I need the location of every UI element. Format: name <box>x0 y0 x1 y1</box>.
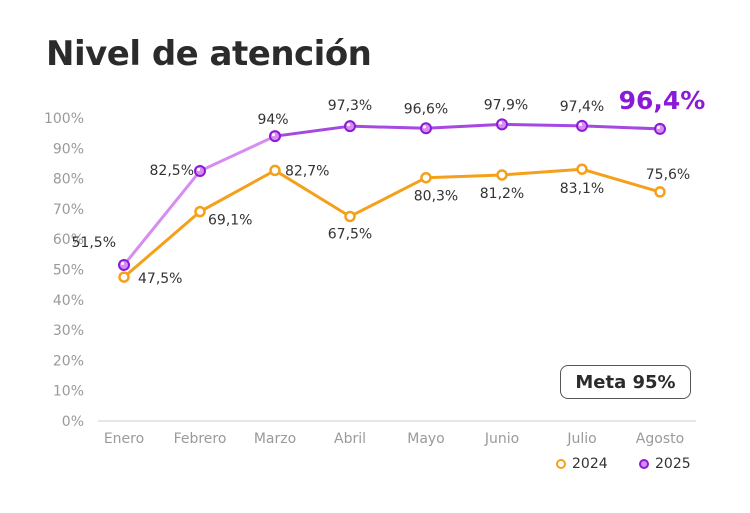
series-line-2025-start <box>122 134 276 266</box>
data-point-2024 <box>420 171 432 184</box>
x-tick-label: Abril <box>334 431 366 447</box>
legend-label-2024: 2024 <box>572 456 608 472</box>
highlight-latest-value: 96,4% <box>619 86 706 115</box>
data-point-highlight <box>120 261 125 266</box>
legend-label-2025: 2025 <box>655 456 691 472</box>
data-point-2024 <box>496 169 508 181</box>
data-point-2024 <box>118 271 130 283</box>
y-tick-label: 20% <box>53 353 84 369</box>
data-point-2025 <box>194 165 206 178</box>
x-tick-label: Enero <box>104 431 144 447</box>
x-tick-label: Agosto <box>636 431 684 447</box>
data-point-2025 <box>269 130 281 143</box>
data-label-2025: 94% <box>257 112 288 128</box>
data-point-2025 <box>420 122 432 135</box>
legend-marker-2024 <box>556 459 566 469</box>
data-point-2025 <box>576 119 588 132</box>
data-point-2024 <box>576 163 588 175</box>
x-tick-label: Febrero <box>174 431 227 447</box>
data-point-highlight <box>346 123 351 127</box>
y-tick-label: 30% <box>53 323 84 339</box>
data-point-2025 <box>496 118 508 131</box>
data-label-2024: 81,2% <box>480 186 524 202</box>
data-point-highlight <box>271 133 276 137</box>
data-label-2025: 97,4% <box>560 99 604 115</box>
data-point-2024 <box>269 164 281 177</box>
y-tick-label: 50% <box>53 263 84 279</box>
y-tick-label: 0% <box>62 414 84 430</box>
series-line-2024 <box>123 167 661 279</box>
y-tick-label: 80% <box>53 172 84 188</box>
data-label-2024: 67,5% <box>328 226 372 242</box>
data-point-highlight <box>578 122 583 126</box>
x-tick-label: Junio <box>484 431 519 447</box>
y-tick-label: 70% <box>53 202 84 218</box>
goal-badge: Meta 95% <box>560 365 691 399</box>
data-label-2024: 75,6% <box>646 167 690 183</box>
y-tick-label: 90% <box>53 141 84 157</box>
data-point-highlight <box>656 125 661 130</box>
data-label-2024: 82,7% <box>285 163 329 179</box>
data-label-2025: 96,6% <box>404 101 448 117</box>
data-label-2025: 51,5% <box>72 235 116 251</box>
chart-title: Nivel de atención <box>46 34 372 74</box>
data-label-2024: 83,1% <box>560 181 604 197</box>
y-tick-label: 10% <box>53 384 84 400</box>
data-point-2024 <box>194 205 206 218</box>
x-tick-label: Marzo <box>254 431 296 447</box>
x-tick-label: Julio <box>566 431 596 447</box>
y-tick-label: 60% <box>53 232 84 248</box>
legend-item-2025: 2025 <box>639 456 691 472</box>
y-tick-label: 40% <box>53 293 84 309</box>
data-label-2025: 97,3% <box>328 98 372 114</box>
x-tick-label: Mayo <box>407 431 445 447</box>
data-label-2024: 80,3% <box>414 189 458 205</box>
y-tick-label: 100% <box>44 111 84 127</box>
data-label-2024: 69,1% <box>208 213 252 229</box>
data-label-2024: 47,5% <box>138 271 182 287</box>
data-point-highlight <box>196 167 201 172</box>
data-point-2025 <box>118 258 130 271</box>
legend-marker-2025 <box>639 459 649 469</box>
data-point-2025 <box>344 120 356 133</box>
data-point-2025 <box>654 122 666 135</box>
legend-item-2024: 2024 <box>556 456 608 472</box>
data-point-highlight <box>498 121 503 125</box>
data-label-2025: 82,5% <box>150 163 194 179</box>
data-point-2024 <box>344 210 356 223</box>
series-line-2025 <box>274 122 661 138</box>
data-point-highlight <box>422 125 427 129</box>
data-label-2025: 97,9% <box>484 97 528 113</box>
data-point-2024 <box>654 186 666 198</box>
